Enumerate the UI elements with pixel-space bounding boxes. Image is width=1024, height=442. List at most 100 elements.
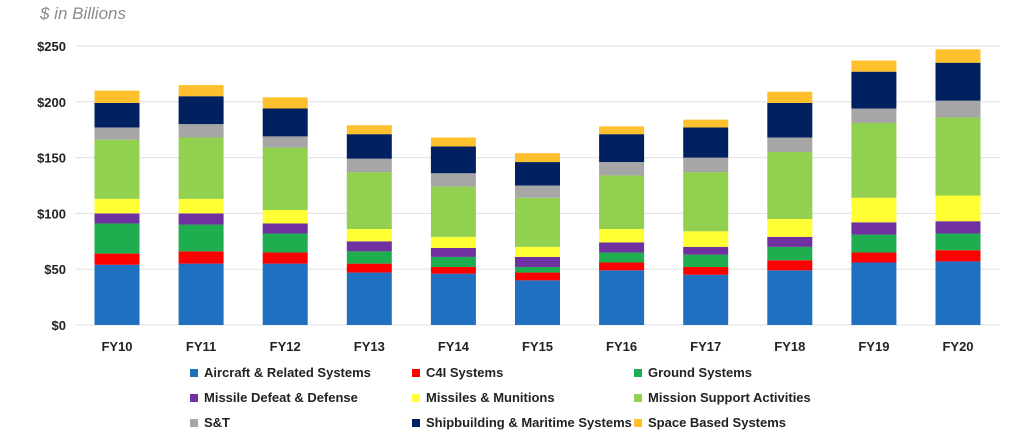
legend-swatch — [634, 418, 642, 427]
bar-segment — [262, 136, 308, 148]
legend-swatch — [634, 393, 642, 402]
legend-swatch — [634, 368, 642, 377]
legend-label: Space Based Systems — [648, 415, 787, 430]
bar-segment — [94, 127, 140, 140]
bar-segment — [430, 266, 476, 274]
bar-segment — [515, 246, 560, 257]
x-tick-label: FY13 — [354, 339, 385, 354]
legend-item: Mission Support Activities — [634, 389, 834, 406]
legend-item: Shipbuilding & Maritime Systems — [412, 414, 634, 431]
x-tick-label: FY19 — [858, 339, 889, 354]
bar-segment — [178, 137, 224, 199]
x-tick-label: FY18 — [774, 339, 805, 354]
legend-swatch — [190, 393, 198, 402]
bar-segment — [515, 153, 560, 163]
bar-segment — [767, 152, 813, 219]
legend-label: Shipbuilding & Maritime Systems — [426, 415, 632, 430]
bar-segment — [767, 246, 813, 261]
bar-segment — [262, 147, 308, 211]
x-tick-label: FY20 — [942, 339, 973, 354]
bar-segment — [430, 173, 476, 187]
bar-segment — [178, 263, 224, 325]
bar-segment — [94, 90, 140, 103]
bar-segment — [346, 251, 392, 264]
bar-segment — [683, 266, 729, 275]
bar-segment — [935, 250, 981, 262]
bar-segment — [935, 221, 981, 234]
bar-segment — [346, 158, 392, 173]
bar-segment — [94, 223, 140, 254]
bar-segment — [346, 125, 392, 135]
bar-segment — [430, 146, 476, 174]
bar-segment — [683, 246, 729, 255]
unit-label: $ in Billions — [40, 4, 126, 23]
bar-segment — [346, 241, 392, 252]
bar-segment — [599, 242, 645, 253]
bar-segment — [346, 272, 392, 325]
bar-segment — [346, 134, 392, 159]
legend-swatch — [412, 393, 420, 402]
bar-segment — [935, 100, 981, 118]
bar-segment — [767, 91, 813, 103]
bar-segment — [851, 222, 897, 235]
bar-segment — [851, 197, 897, 223]
x-tick-label: FY14 — [438, 339, 470, 354]
x-tick-label: FY17 — [690, 339, 721, 354]
bar-segment — [851, 252, 897, 263]
bar-segment — [935, 117, 981, 196]
bar-segment — [94, 253, 140, 265]
y-tick-label: $150 — [37, 151, 66, 166]
bar-segment — [262, 108, 308, 137]
legend-item: S&T — [190, 414, 412, 431]
bar-segment — [767, 137, 813, 153]
bar-segment — [430, 256, 476, 267]
bar-segment — [599, 252, 645, 263]
y-tick-label: $50 — [44, 262, 66, 277]
x-tick-label: FY12 — [270, 339, 301, 354]
bar-segment — [935, 195, 981, 222]
bar-segment — [767, 102, 813, 138]
bar-segment — [599, 262, 645, 271]
legend-label: Aircraft & Related Systems — [204, 365, 371, 380]
bar-segment — [515, 272, 560, 281]
bar-segment — [935, 49, 981, 63]
bar-segment — [851, 123, 897, 198]
bar-segment — [430, 186, 476, 237]
bar-segment — [430, 247, 476, 257]
bar-segment — [346, 172, 392, 230]
x-tick-label: FY15 — [522, 339, 553, 354]
bar-segment — [851, 262, 897, 325]
legend-label: Mission Support Activities — [648, 390, 811, 405]
legend-item: Ground Systems — [634, 364, 834, 381]
bar-segment — [767, 236, 813, 247]
bar-segment — [851, 234, 897, 253]
bar-segment — [94, 139, 140, 199]
bar-segment — [515, 256, 560, 267]
bar-segment — [430, 273, 476, 325]
bar-segment — [346, 229, 392, 242]
bar-segment — [683, 127, 729, 158]
legend-swatch — [412, 368, 420, 377]
bar-segment — [178, 251, 224, 264]
bar-segment — [767, 218, 813, 237]
bar-segment — [599, 162, 645, 176]
legend-item: Aircraft & Related Systems — [190, 364, 412, 381]
bar-segment — [683, 254, 729, 267]
y-tick-label: $200 — [37, 95, 66, 110]
bar-segment — [262, 233, 308, 253]
bar-segment — [515, 162, 560, 186]
bar-segment — [178, 224, 224, 252]
y-tick-label: $0 — [52, 318, 66, 333]
bar-segment — [683, 231, 729, 247]
bar-segment — [178, 85, 224, 97]
bar-segment — [515, 280, 560, 325]
bar-segment — [94, 264, 140, 325]
bar-segment — [430, 137, 476, 147]
bar-segment — [599, 175, 645, 230]
y-tick-label: $250 — [37, 39, 66, 54]
bar-segment — [599, 229, 645, 243]
legend-label: Missile Defeat & Defense — [204, 390, 358, 405]
bar-segment — [515, 266, 560, 273]
legend-label: C4I Systems — [426, 365, 504, 380]
